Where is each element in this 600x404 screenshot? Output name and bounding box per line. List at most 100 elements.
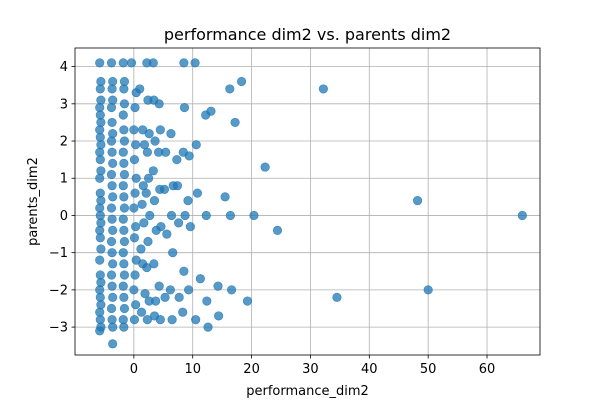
x-tick-label: 40 — [361, 362, 378, 377]
chart-title: performance dim2 vs. parents dim2 — [164, 25, 451, 44]
scatter-point — [149, 259, 159, 269]
x-axis-label: performance_dim2 — [246, 384, 369, 399]
y-tick-label: 1 — [60, 172, 68, 187]
scatter-point — [129, 315, 140, 325]
scatter-point — [118, 281, 128, 291]
scatter-point — [95, 255, 105, 265]
scatter-point — [129, 203, 139, 213]
scatter-point — [95, 233, 105, 243]
scatter-point — [108, 339, 118, 349]
scatter-point — [184, 151, 194, 161]
scatter-point — [185, 222, 195, 232]
scatter-point — [156, 222, 166, 232]
scatter-point — [108, 259, 118, 269]
scatter-point — [190, 58, 200, 68]
scatter-point — [106, 203, 117, 213]
scatter-point — [106, 236, 117, 247]
scatter-point — [107, 117, 117, 128]
scatter-point — [144, 128, 154, 139]
scatter-point — [162, 229, 172, 239]
scatter-point — [95, 84, 105, 94]
scatter-point — [142, 315, 152, 325]
scatter-point — [129, 285, 139, 295]
scatter-point — [206, 106, 216, 116]
scatter-point — [129, 155, 140, 165]
scatter-point — [106, 270, 117, 280]
y-tick-label: −1 — [49, 246, 68, 261]
scatter-point — [140, 289, 150, 299]
y-tick-label: 3 — [60, 97, 68, 112]
scatter-point — [119, 322, 129, 332]
scatter-point — [135, 84, 145, 94]
scatter-point — [119, 136, 130, 146]
scatter-point — [423, 285, 433, 295]
x-tick-label: 20 — [243, 362, 260, 377]
scatter-point — [107, 181, 117, 191]
scatter-point — [107, 84, 117, 94]
scatter-point — [180, 210, 190, 221]
scatter-point — [95, 326, 105, 336]
scatter-point — [220, 192, 230, 202]
scatter-point — [95, 173, 105, 183]
scatter-point — [131, 140, 141, 150]
scatter-point — [131, 222, 141, 232]
scatter-point — [107, 281, 117, 291]
scatter-point — [332, 292, 342, 302]
points-layer — [95, 58, 527, 349]
y-axis-label: parents_dim2 — [26, 157, 41, 246]
scatter-point — [183, 195, 193, 206]
scatter-point — [130, 270, 140, 280]
scatter-point — [167, 315, 177, 325]
ticks-layer: 0 10 20 30 40 50 60 −3 −2 −1 0 1 2 3 4 — [49, 60, 495, 377]
scatter-point — [139, 218, 149, 228]
scatter-point — [173, 218, 184, 228]
scatter-point — [192, 188, 203, 198]
scatter-point — [151, 296, 161, 306]
scatter-point — [129, 125, 139, 135]
scatter-point — [119, 158, 129, 168]
scatter-point — [203, 322, 213, 332]
scatter-point — [155, 315, 165, 325]
scatter-point — [225, 84, 235, 94]
scatter-point — [143, 173, 154, 183]
y-tick-label: −2 — [49, 283, 68, 298]
scatter-point — [149, 195, 160, 206]
scatter-point — [118, 214, 128, 224]
scatter-point — [179, 102, 190, 113]
scatter-point — [179, 58, 189, 68]
scatter-point — [318, 84, 328, 94]
scatter-point — [118, 58, 128, 68]
scatter-point — [159, 184, 170, 195]
scatter-point — [106, 169, 117, 180]
scatter-point — [119, 225, 129, 235]
scatter-point — [108, 322, 118, 332]
scatter-point — [131, 300, 141, 310]
scatter-point — [141, 188, 151, 198]
scatter-point — [131, 173, 141, 183]
scatter-point — [119, 236, 130, 247]
scatter-point — [166, 210, 177, 221]
scatter-point — [119, 303, 130, 314]
scatter-point — [107, 248, 117, 258]
x-tick-label: 30 — [302, 362, 319, 377]
scatter-point — [225, 210, 235, 221]
scatter-point — [148, 166, 158, 176]
scatter-point — [272, 225, 283, 235]
scatter-point — [143, 236, 153, 247]
scatter-point — [236, 76, 247, 87]
scatter-point — [119, 292, 129, 302]
scatter-point — [106, 58, 117, 68]
scatter-point — [172, 181, 183, 191]
scatter-point — [96, 244, 106, 254]
scatter-point — [107, 214, 117, 224]
x-tick-label: 10 — [184, 362, 201, 377]
scatter-point — [107, 147, 117, 157]
scatter-point — [108, 158, 118, 168]
scatter-point — [118, 248, 128, 258]
scatter-point — [168, 248, 178, 258]
scatter-point — [166, 128, 176, 139]
scatter-point — [202, 296, 212, 306]
